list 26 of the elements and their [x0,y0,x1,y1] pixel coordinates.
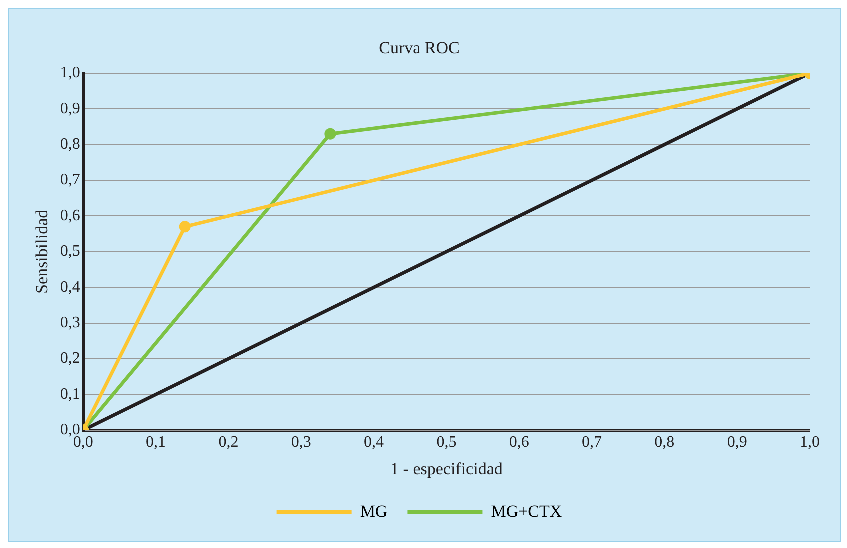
x-tick-label: 0,4 [364,434,384,452]
x-tick-label: 0,3 [291,434,312,452]
y-tick-label: 0,7 [60,172,80,189]
y-tick-label: 0,8 [60,136,80,154]
x-tick-label: 0,9 [727,434,748,452]
y-tick-label: 0,3 [60,314,80,332]
x-tick-label: 0,7 [582,434,602,452]
y-axis-title: Sensibilidad [32,209,52,294]
y-tick-label: 0,1 [60,386,80,403]
x-tick-label: 0,8 [654,434,675,452]
chart-title: Curva ROC [379,38,460,58]
y-tick-label: 0,9 [60,100,80,118]
legend-label: MG [360,502,388,521]
x-tick-label: 1,0 [800,434,820,452]
x-tick-label: 0,2 [218,434,239,452]
y-tick-label: 0,2 [60,350,80,368]
x-axis-title: 1 - especificidad [390,459,504,478]
y-tick-label: 0,6 [60,207,80,224]
x-tick-label: 0,1 [146,434,166,452]
y-tick-label: 0,5 [60,243,80,260]
x-tick-label: 0,5 [436,434,457,452]
x-tick-label: 0,6 [509,434,530,452]
x-tick-label: 0,0 [73,434,94,452]
legend-label: MG+CTX [491,502,562,521]
y-tick-label: 0,4 [60,278,80,296]
y-tick-label: 1,0 [60,64,80,82]
